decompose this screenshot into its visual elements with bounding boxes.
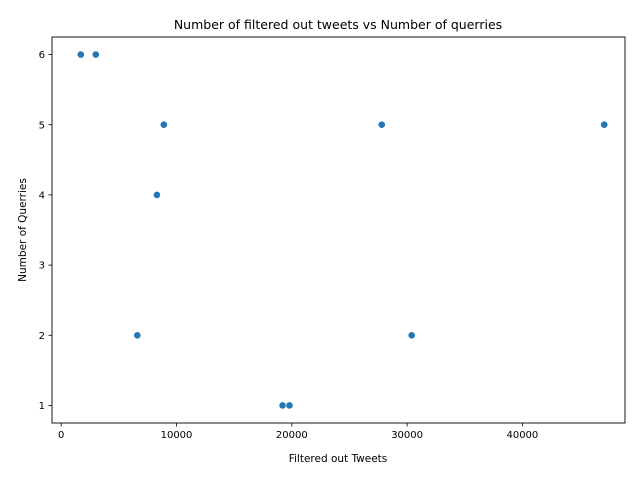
y-tick-label: 1 [39,401,45,412]
x-tick-label: 20000 [276,430,308,441]
data-points [76,50,609,410]
y-tick-label: 2 [39,331,45,342]
data-point [153,191,161,199]
y-axis-label: Number of Querries [17,178,29,282]
x-axis-ticks: 0 10000 20000 30000 40000 [58,423,538,441]
plot-frame [51,36,626,424]
chart-title: Number of filtered out tweets vs Number … [174,17,502,32]
x-axis-label: Filtered out Tweets [289,453,388,465]
y-tick-label: 4 [39,191,45,202]
x-tick-label: 30000 [391,430,423,441]
data-point [278,401,287,410]
data-point [407,331,416,340]
y-tick-label: 5 [39,120,45,131]
y-tick-label: 3 [39,261,45,272]
data-point [600,120,609,129]
y-axis-ticks: 1 2 3 4 5 6 [39,50,52,412]
y-tick-label: 6 [39,50,45,61]
data-point [159,120,168,129]
data-point [133,331,142,340]
data-point [91,50,100,59]
x-tick-label: 40000 [506,430,538,441]
data-point [285,401,294,410]
data-point [76,50,85,59]
x-tick-label: 10000 [161,430,193,441]
x-tick-label: 0 [58,430,64,441]
data-point [377,120,386,129]
